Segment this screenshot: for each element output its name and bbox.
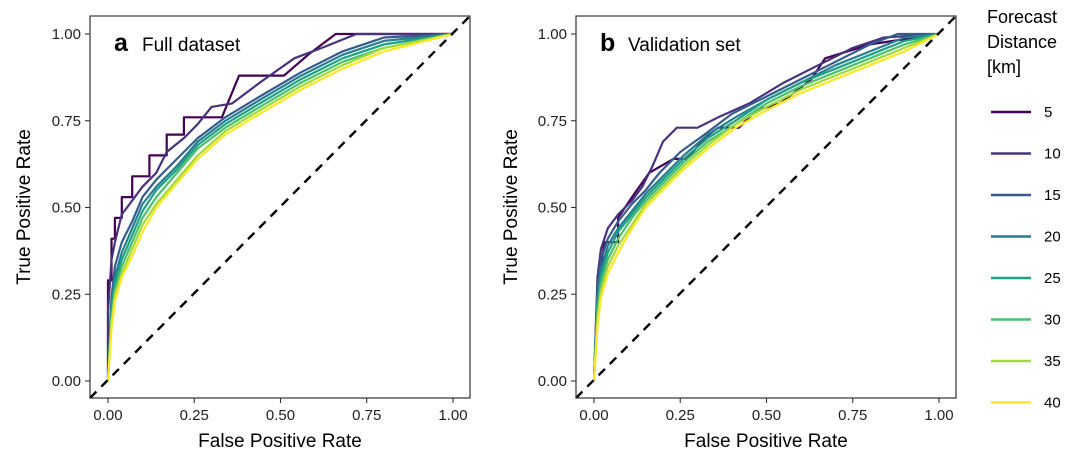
roc-line-35km [592,32,940,382]
roc-line-40km [592,33,940,382]
panel-letter: a [114,29,129,57]
roc-line-25km [106,32,454,382]
x-tick-label: 0.25 [666,407,695,424]
roc-line-20km [592,32,940,382]
legend-label-10km: 10 [1044,146,1061,163]
y-tick-label: 0.75 [538,113,567,130]
panel-title: Validation set [628,35,741,56]
legend-title-line-2: Distance [987,32,1057,52]
legend-label-5km: 5 [1044,104,1052,121]
x-tick-label: 0.00 [579,407,608,424]
roc-line-10km [592,32,940,382]
y-tick-label: 0.50 [52,200,81,217]
panel-b-validation-set: 0.00 0.25 0.50 0.75 1.00 0.00 0.25 0.50 0.75 1.00… [501,15,957,452]
y-tick-label: 0.00 [538,373,567,390]
roc-line-10km [106,32,453,381]
x-tick-label: 1.00 [438,407,467,424]
roc-line-35km [106,32,454,382]
y-axis-title: True Positive Rate [14,129,35,285]
y-axis-title: True Positive Rate [501,129,522,285]
roc-line-5km [106,32,453,381]
x-axis-title: False Positive Rate [198,431,362,452]
legend-title-line-1: Forecast [987,7,1057,27]
legend-label-35km: 35 [1044,353,1061,370]
x-tick-label: 0.25 [180,407,209,424]
roc-line-40km [106,32,454,382]
panel-title: Full dataset [142,35,241,56]
x-axis-title: False Positive Rate [684,431,848,452]
roc-line-25km [592,32,940,382]
y-tick-label: 0.00 [52,373,81,390]
panel-letter: b [600,29,615,57]
roc-line-15km [106,32,454,382]
y-tick-label: 0.75 [52,113,81,130]
legend-title-line-3: [km] [987,57,1021,77]
legend-label-20km: 20 [1044,229,1061,246]
diagonal-reference-line [89,15,471,399]
x-tick-label: 0.50 [266,407,295,424]
y-tick-label: 1.00 [52,26,81,43]
y-tick-label: 0.25 [52,286,81,303]
diagonal-reference-line [575,15,957,399]
forecast-distance-legend: Forecast Distance [km] 5 10 15 20 25 30 35 40 [987,7,1061,412]
x-tick-label: 0.75 [838,407,867,424]
legend-label-15km: 15 [1044,187,1061,204]
x-tick-label: 1.00 [924,407,953,424]
roc-line-30km [106,32,454,382]
y-tick-label: 1.00 [538,26,567,43]
legend-items: 5 10 15 20 25 30 35 40 [991,104,1061,412]
x-tick-label: 0.75 [352,407,381,424]
roc-line-20km [106,32,454,382]
y-tick-label: 0.50 [538,200,567,217]
x-tick-label: 0.50 [752,407,781,424]
x-tick-label: 0.00 [93,407,122,424]
y-tick-label: 0.25 [538,286,567,303]
legend-label-30km: 30 [1044,312,1061,329]
roc-line-30km [592,32,940,382]
legend-label-40km: 40 [1044,395,1061,412]
panel-a-full-dataset: 0.00 0.25 0.50 0.75 1.00 0.00 0.25 0.50 0.75 1.00… [14,15,471,452]
roc-line-15km [592,32,939,382]
legend-label-25km: 25 [1044,270,1061,287]
